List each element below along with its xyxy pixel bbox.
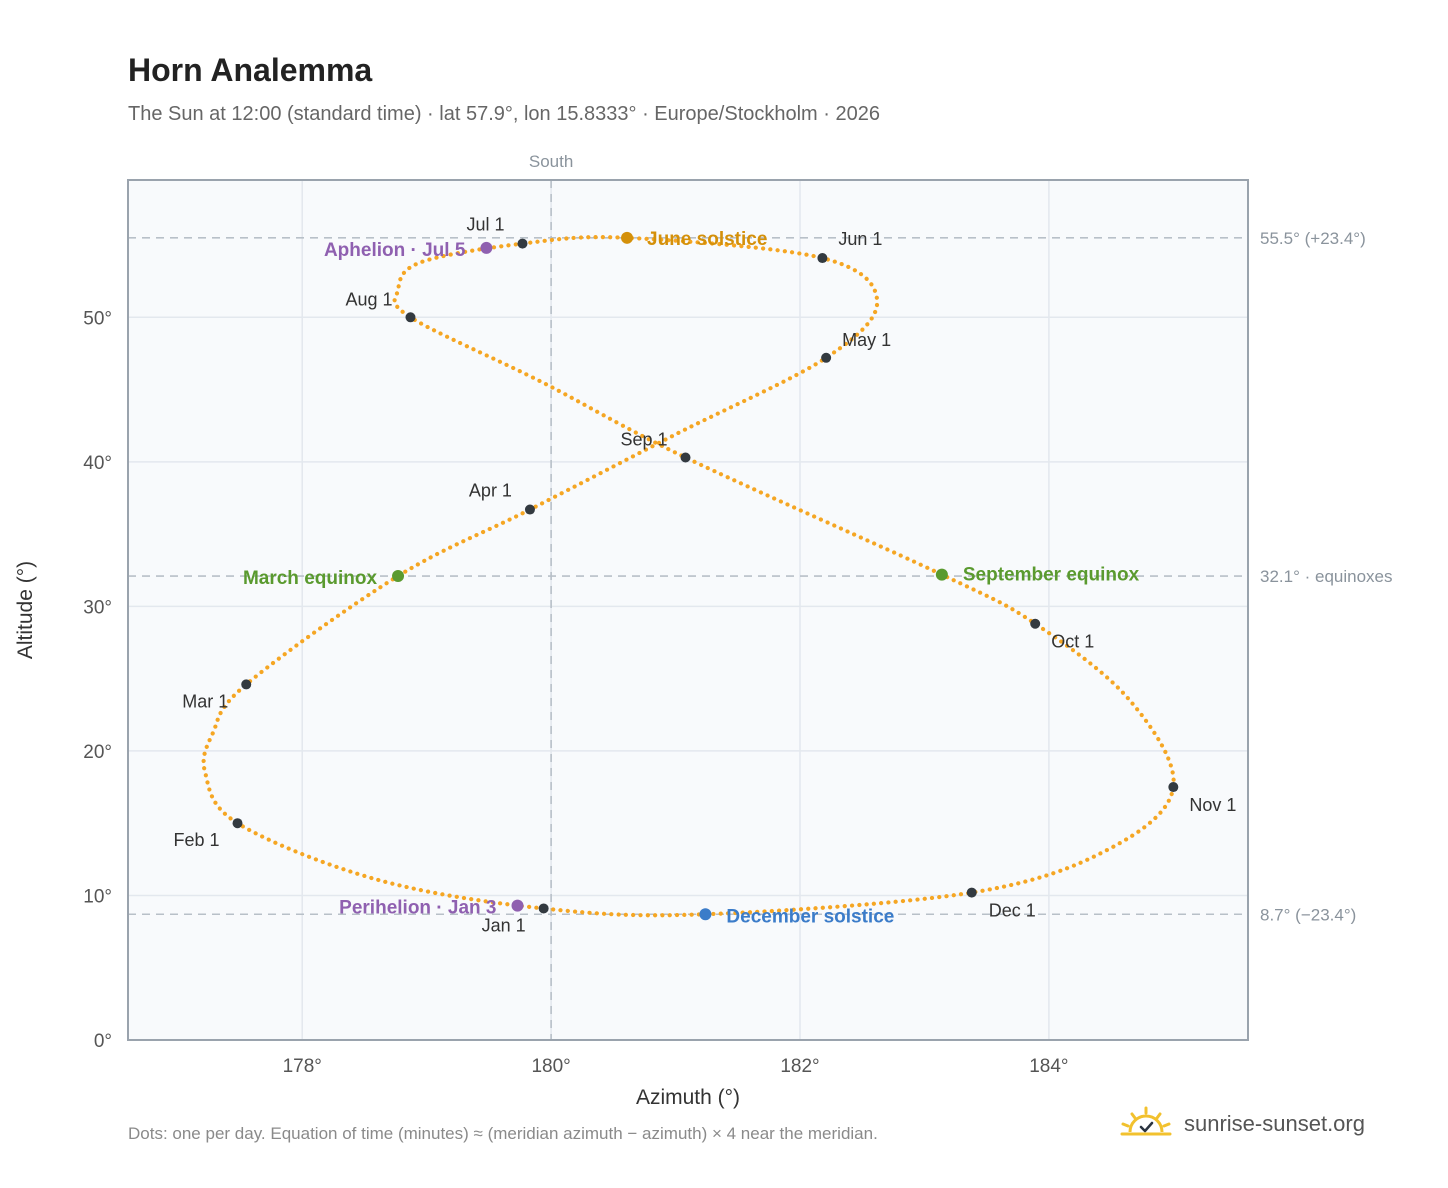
month-marker bbox=[966, 887, 977, 898]
event-label: December solstice bbox=[726, 906, 894, 927]
y-tick-label: 0° bbox=[94, 1031, 112, 1052]
event-label: March equinox bbox=[243, 568, 378, 589]
month-label: Mar 1 bbox=[182, 691, 228, 711]
event-marker bbox=[935, 568, 948, 581]
event-marker bbox=[621, 231, 634, 244]
footer-note: Dots: one per day. Equation of time (min… bbox=[128, 1124, 878, 1143]
sun-logo-icon bbox=[1120, 1106, 1172, 1136]
month-label: Jun 1 bbox=[838, 229, 882, 249]
month-marker bbox=[821, 352, 832, 363]
month-marker bbox=[817, 253, 828, 264]
month-label: Jul 1 bbox=[466, 215, 504, 235]
event-marker bbox=[699, 908, 712, 921]
event-marker bbox=[480, 241, 493, 254]
brand-text: sunrise-sunset.org bbox=[1184, 1111, 1365, 1136]
month-label: Nov 1 bbox=[1189, 795, 1236, 815]
event-marker bbox=[511, 899, 524, 912]
x-tick-label: 184° bbox=[1029, 1056, 1068, 1077]
reference-line-label: 8.7° (−23.4°) bbox=[1260, 905, 1356, 924]
month-label: Feb 1 bbox=[173, 830, 219, 850]
event-label: June solstice bbox=[647, 229, 767, 250]
month-marker bbox=[241, 679, 252, 690]
plot-frame bbox=[127, 179, 1249, 1041]
month-label: Aug 1 bbox=[345, 289, 392, 309]
x-tick-label: 182° bbox=[780, 1056, 819, 1077]
reference-line-label: 32.1° · equinoxes bbox=[1260, 567, 1393, 586]
month-marker bbox=[1030, 618, 1041, 629]
event-label: September equinox bbox=[963, 565, 1140, 586]
y-tick-label: 10° bbox=[83, 886, 112, 907]
month-marker bbox=[538, 903, 549, 914]
month-marker bbox=[524, 504, 535, 515]
meridian-label: South bbox=[529, 152, 573, 171]
reference-line-label: 55.5° (+23.4°) bbox=[1260, 229, 1366, 248]
event-label: Perihelion · Jan 3 bbox=[339, 898, 496, 919]
y-axis-title: Altitude (°) bbox=[14, 561, 37, 659]
month-label: Apr 1 bbox=[469, 481, 512, 501]
month-marker bbox=[232, 818, 243, 829]
month-label: Sep 1 bbox=[620, 430, 667, 450]
y-tick-label: 20° bbox=[83, 742, 112, 763]
month-marker bbox=[680, 452, 691, 463]
month-marker bbox=[1168, 782, 1179, 793]
month-label: Dec 1 bbox=[989, 901, 1036, 921]
x-tick-label: 180° bbox=[531, 1056, 570, 1077]
month-marker bbox=[517, 238, 528, 249]
y-tick-label: 40° bbox=[83, 453, 112, 474]
chart-subtitle: The Sun at 12:00 (standard time) · lat 5… bbox=[128, 103, 880, 125]
event-marker bbox=[392, 570, 405, 583]
month-marker bbox=[405, 312, 416, 323]
event-label: Aphelion · Jul 5 bbox=[324, 240, 466, 261]
x-tick-label: 178° bbox=[283, 1056, 322, 1077]
month-label: May 1 bbox=[842, 330, 891, 350]
x-axis-title: Azimuth (°) bbox=[636, 1086, 740, 1109]
month-label: Jan 1 bbox=[482, 915, 526, 935]
chart-title: Horn Analemma bbox=[128, 52, 373, 88]
plot-area bbox=[128, 180, 1248, 1040]
brand[interactable]: sunrise-sunset.org bbox=[1120, 1104, 1365, 1144]
analemma-chart: 55.5° (+23.4°) 32.1° · equinoxes 8.7° (−23… bbox=[14, 152, 1393, 1109]
y-tick-label: 30° bbox=[83, 597, 112, 618]
y-tick-label: 50° bbox=[83, 308, 112, 329]
month-label: Oct 1 bbox=[1051, 632, 1094, 652]
